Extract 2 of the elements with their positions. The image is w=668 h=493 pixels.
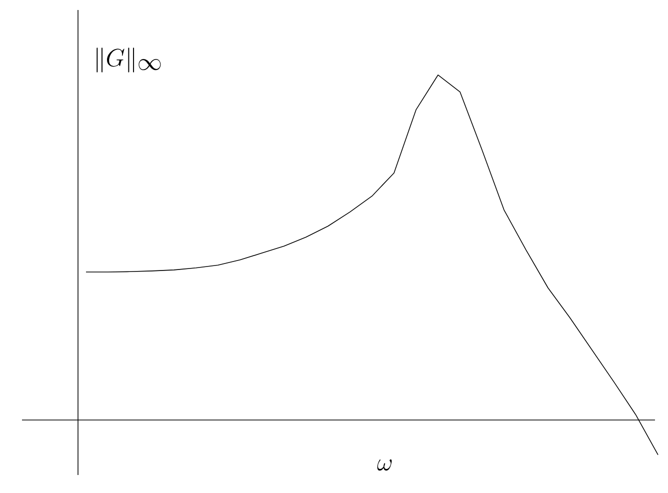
x-axis-title: $\omega$ bbox=[377, 459, 392, 471]
y-axis-title: $\|G\|\sb{\infty}$ bbox=[96, 48, 161, 72]
